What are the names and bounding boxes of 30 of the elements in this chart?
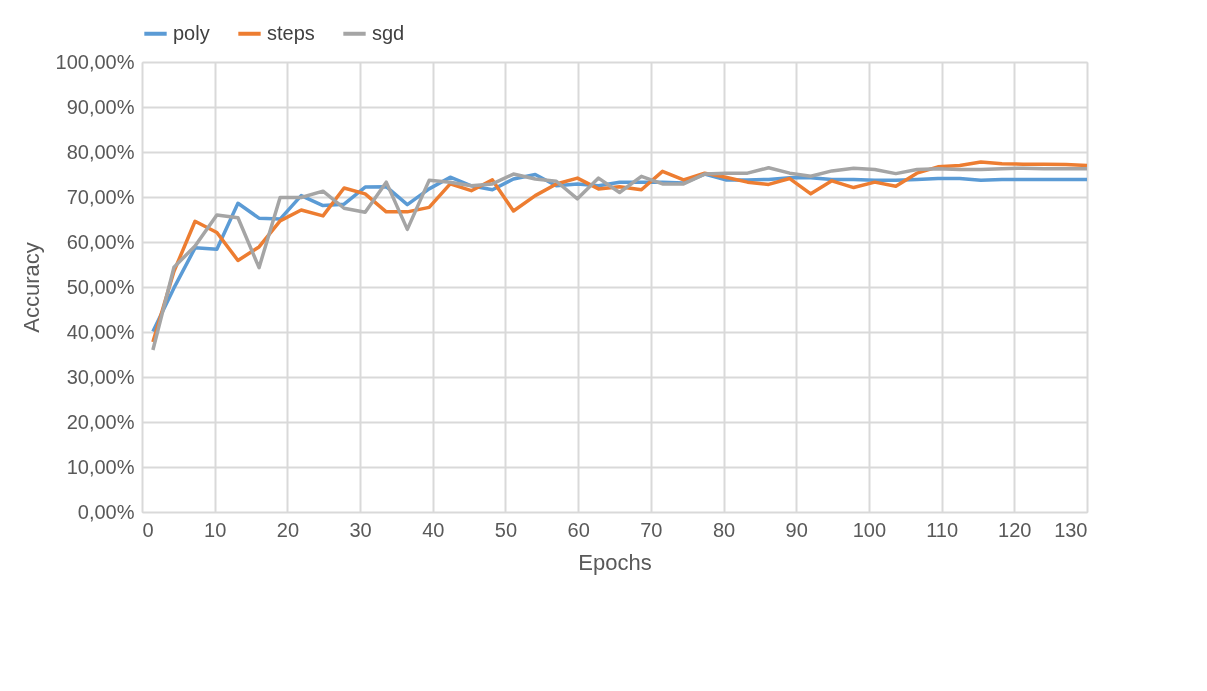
x-tick-label: 60 xyxy=(567,518,590,541)
y-tick-label: 50,00% xyxy=(66,275,135,298)
x-tick-label: 50 xyxy=(494,518,518,541)
x-tick-label: 120 xyxy=(998,518,1032,541)
y-tick-label: 80,00% xyxy=(66,140,135,163)
x-tick-label: 90 xyxy=(785,518,808,541)
x-tick-label: 40 xyxy=(422,518,445,541)
y-tick-label: 20,00% xyxy=(66,410,135,433)
legend-label: poly xyxy=(173,21,210,44)
x-tick-label: 80 xyxy=(712,518,736,541)
y-tick-label: 70,00% xyxy=(66,185,135,208)
x-tick-label: 30 xyxy=(349,518,372,541)
x-tick-label: 100 xyxy=(852,518,887,541)
x-tick-label: 70 xyxy=(640,518,663,541)
x-tick-label: 110 xyxy=(926,518,959,541)
y-tick-label: 30,00% xyxy=(66,365,135,388)
legend-label: sgd xyxy=(372,21,405,44)
y-tick-label: 10,00% xyxy=(66,455,135,478)
y-tick-label: 100,00% xyxy=(55,50,135,73)
y-axis-title: Accuracy xyxy=(18,242,44,333)
y-tick-label: 40,00% xyxy=(66,320,135,343)
y-tick-label: 60,00% xyxy=(66,230,135,253)
y-tick-label: 90,00% xyxy=(66,95,135,118)
x-tick-label: 130 xyxy=(1054,518,1088,541)
x-tick-label: 10 xyxy=(204,518,227,541)
x-tick-label: 20 xyxy=(276,518,300,541)
y-tick-label: 0,00% xyxy=(77,500,135,523)
x-axis-title: Epochs xyxy=(578,549,652,575)
x-tick-label: 0 xyxy=(142,518,154,541)
legend-label: steps xyxy=(267,21,315,44)
